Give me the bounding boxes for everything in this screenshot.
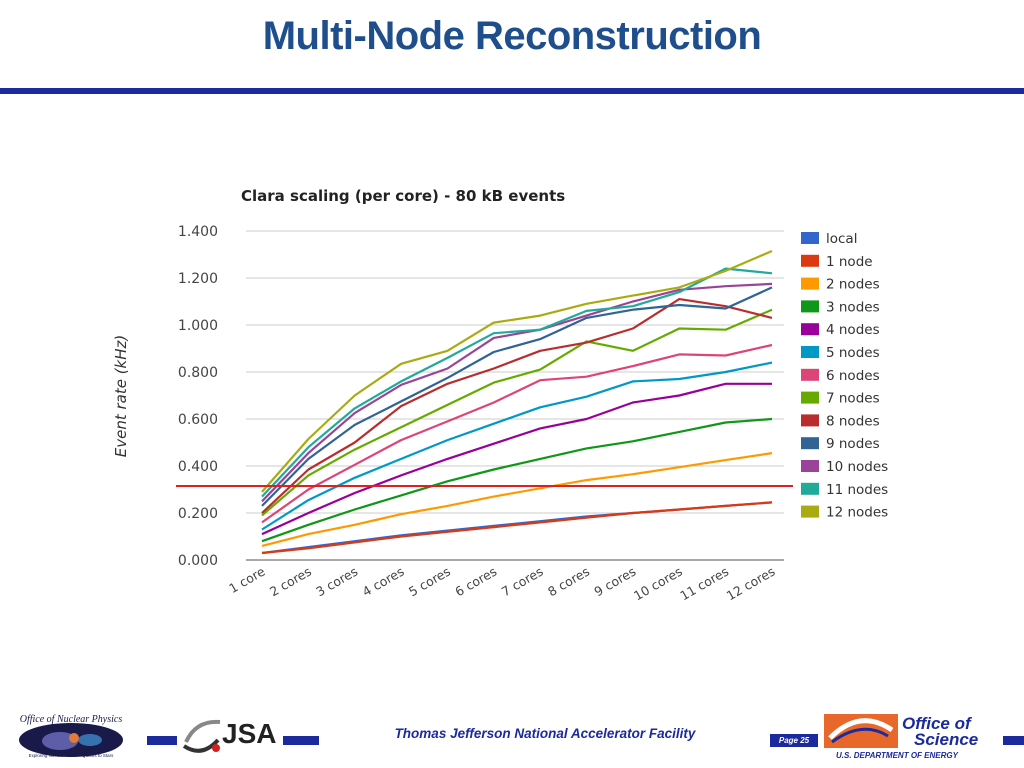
x-tick-labels: 1 core 2 cores 3 cores 4 cores 5 cores 6 core… — [226, 563, 777, 603]
y-tick-label: 0.400 — [178, 459, 218, 475]
legend-swatch — [801, 460, 819, 472]
legend-label: 9 nodes — [826, 436, 880, 452]
nuclear-physics-logo-tagline: Exploring Nuclear Matter - Quarks to Sta… — [29, 753, 115, 758]
legend-label: 11 nodes — [826, 482, 888, 498]
page-number-box: Page 25 — [770, 734, 818, 747]
legend-label: 4 nodes — [826, 322, 880, 338]
legend-label: 7 nodes — [826, 391, 880, 407]
jsa-logo-text: JSA — [222, 718, 276, 749]
legend-swatch — [801, 391, 819, 404]
x-tick-label: 1 core — [226, 563, 268, 596]
y-tick-labels: 0.000 0.200 0.400 0.600 0.800 1.000 1.200 1.400 — [178, 224, 218, 569]
y-axis-label: Event rate (kHz) — [112, 335, 130, 458]
series-line-12-nodes — [261, 249, 773, 493]
legend-label: 12 nodes — [826, 505, 888, 521]
legend-swatch — [801, 232, 819, 244]
legend-label: 10 nodes — [826, 459, 888, 475]
legend-label: 8 nodes — [826, 413, 880, 429]
x-tick-label: 10 cores — [631, 564, 685, 604]
slide-title: Multi-Node Reconstruction — [262, 14, 762, 58]
science-logo-line1: Office of — [902, 714, 973, 733]
series-line-6-nodes — [261, 343, 773, 524]
chart-title: Clara scaling (per core) - 80 kB events — [241, 187, 565, 205]
legend-swatch — [801, 277, 819, 290]
series-line-2-nodes — [261, 452, 773, 547]
series-layer — [261, 249, 773, 555]
y-tick-label: 1.000 — [178, 318, 218, 334]
y-tick-label: 0.200 — [178, 506, 218, 522]
legend-label: 6 nodes — [826, 368, 880, 384]
y-tick-label: 0.000 — [178, 553, 218, 569]
science-logo-line3: U.S. DEPARTMENT OF ENERGY — [836, 751, 959, 760]
footer-bar-right — [1003, 736, 1024, 745]
x-tick-label: 7 cores — [499, 564, 546, 600]
facility-name: Thomas Jefferson National Accelerator Fa… — [394, 726, 696, 741]
legend-swatch — [801, 254, 819, 267]
title-rule — [0, 88, 1024, 94]
x-tick-label: 8 cores — [545, 564, 592, 600]
legend-label: 2 nodes — [826, 277, 880, 293]
x-tick-label: 5 cores — [406, 564, 453, 600]
x-tick-label: 6 cores — [452, 564, 499, 600]
legend-swatch — [801, 346, 819, 358]
series-line-4-nodes — [261, 382, 772, 536]
office-of-science-logo: Office of Science U.S. DEPARTMENT OF ENE… — [824, 714, 978, 760]
jsa-logo: JSA — [182, 718, 276, 753]
x-tick-label: 12 cores — [724, 564, 778, 604]
legend-label: 5 nodes — [826, 345, 880, 361]
series-line-7-nodes — [261, 308, 773, 517]
legend: local 1 node 2 nodes 3 nodes 4 nodes 5 nodes 6… — [801, 231, 888, 521]
x-tick-label: 9 cores — [591, 564, 638, 600]
footer-bar-mid — [283, 736, 319, 745]
legend-swatch — [801, 505, 819, 518]
x-tick-label: 3 cores — [313, 564, 360, 600]
legend-swatch — [801, 414, 819, 427]
legend-swatch — [801, 300, 819, 313]
legend-swatch — [801, 368, 819, 381]
office-of-nuclear-physics-logo: Office of Nuclear Physics Exploring Nucl… — [19, 714, 123, 758]
series-line-9-nodes — [261, 286, 773, 507]
series-line-5-nodes — [261, 361, 773, 531]
series-line-1-node — [261, 501, 773, 555]
series-line-8-nodes — [261, 298, 773, 514]
science-logo-line2: Science — [914, 730, 978, 749]
y-tick-label: 1.200 — [178, 271, 218, 287]
footer-bar-left — [147, 736, 177, 745]
series-line-3-nodes — [261, 417, 773, 543]
y-tick-label: 0.600 — [178, 412, 218, 428]
page-prefix: Page — [778, 736, 798, 745]
legend-swatch — [801, 482, 819, 495]
y-tick-label: 0.800 — [178, 365, 218, 381]
series-line-10-nodes — [261, 282, 773, 503]
legend-swatch — [801, 437, 819, 450]
legend-label: 3 nodes — [826, 299, 880, 315]
nuclear-physics-logo-text: Office of Nuclear Physics — [20, 714, 123, 725]
legend-label: local — [826, 231, 857, 247]
x-tick-label: 4 cores — [360, 564, 407, 600]
x-tick-label: 2 cores — [267, 564, 314, 600]
legend-label: 1 node — [826, 254, 873, 270]
y-tick-label: 1.400 — [178, 224, 218, 240]
page-number: 25 — [800, 736, 810, 745]
x-tick-label: 11 cores — [677, 564, 731, 604]
series-line-11-nodes — [261, 267, 773, 498]
legend-swatch — [801, 323, 819, 336]
